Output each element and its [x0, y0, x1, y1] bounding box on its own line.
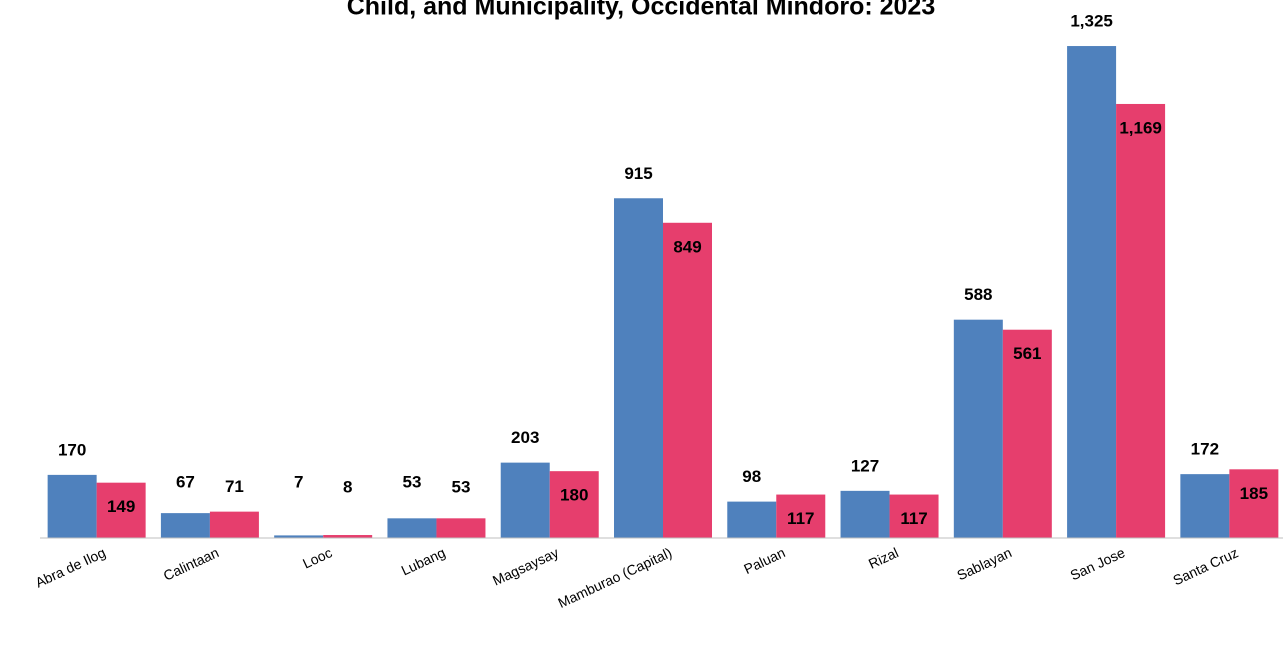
bar — [436, 518, 486, 538]
x-tick-label: Rizal — [866, 544, 901, 572]
value-label: 172 — [1191, 440, 1219, 459]
bar — [614, 198, 663, 538]
x-tick-label: Looc — [300, 544, 334, 571]
value-label: 185 — [1240, 484, 1268, 503]
x-tick-label: Sablayan — [954, 544, 1014, 583]
value-label: 117 — [787, 509, 814, 528]
value-label: 127 — [851, 456, 879, 475]
bar — [274, 535, 324, 538]
bar — [1180, 474, 1230, 538]
value-label: 849 — [673, 237, 701, 256]
value-label: 588 — [964, 285, 992, 304]
bar — [889, 494, 939, 538]
bar — [500, 462, 550, 538]
bar — [387, 518, 437, 538]
value-label: 117 — [900, 509, 927, 528]
value-label: 1,169 — [1119, 118, 1162, 137]
value-label: 915 — [624, 164, 652, 183]
value-label: 149 — [107, 497, 135, 516]
value-label: 203 — [511, 428, 539, 447]
bar — [549, 471, 599, 538]
bar — [96, 482, 146, 538]
x-tick-label: Calintaan — [161, 544, 221, 584]
value-label: 71 — [225, 477, 244, 496]
value-label: 170 — [58, 440, 86, 459]
value-label: 180 — [560, 486, 588, 505]
bar — [776, 494, 826, 538]
chart-title: Child, and Municipality, Occidental Mind… — [347, 0, 936, 21]
bar — [1116, 103, 1166, 538]
bar — [1067, 46, 1117, 538]
x-tick-label: Magsaysay — [490, 544, 561, 588]
x-tick-label: Lubang — [399, 544, 448, 578]
bar — [323, 535, 373, 538]
bar — [727, 501, 777, 538]
bar — [953, 319, 1003, 538]
value-label: 98 — [742, 467, 761, 486]
x-tick-label: San Jose — [1068, 544, 1128, 583]
bar — [1229, 469, 1279, 538]
value-label: 53 — [451, 477, 470, 496]
value-label: 53 — [402, 472, 421, 491]
bar — [209, 511, 259, 538]
x-tick-label: Mamburao (Capital) — [555, 544, 674, 611]
bar — [663, 222, 712, 538]
value-label: 67 — [176, 472, 195, 491]
x-tick-label: Santa Cruz — [1170, 544, 1240, 588]
bar — [47, 474, 97, 538]
bar — [840, 490, 890, 538]
value-label: 561 — [1013, 344, 1041, 363]
bar — [160, 513, 210, 538]
value-label: 1,325 — [1070, 12, 1113, 31]
x-tick-label: Paluan — [741, 544, 787, 577]
value-label: 8 — [343, 477, 352, 496]
value-label: 7 — [294, 472, 303, 491]
bar — [1002, 329, 1052, 538]
x-tick-label: Abra de Ilog — [33, 544, 108, 590]
